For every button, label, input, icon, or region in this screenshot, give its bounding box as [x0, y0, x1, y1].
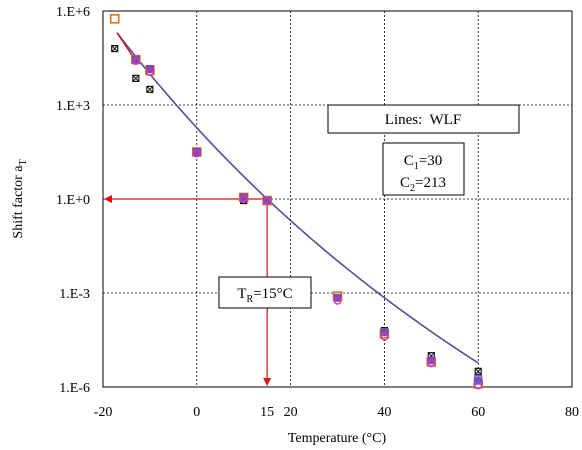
x-tick-label: 20 — [284, 405, 298, 420]
y-tick-label: 1.E+6 — [56, 5, 90, 20]
wlf-curve — [116, 32, 479, 364]
y-axis-title: Shift factor aT — [11, 159, 29, 238]
x-tick-label: 60 — [471, 405, 485, 420]
y-tick-label: 1.E+0 — [56, 193, 90, 208]
y-tick-label: 1.E-3 — [59, 287, 90, 302]
data-point-magenta — [333, 296, 342, 305]
data-point-magenta — [380, 332, 389, 341]
data-point-magenta — [192, 149, 201, 158]
x-tick-labels: -20 0 20 40 60 80 15 — [94, 405, 579, 420]
data-points — [109, 14, 484, 390]
y-tick-label: 1.E-6 — [59, 381, 90, 396]
x-tick-label: 0 — [193, 405, 200, 420]
reference-temperature-box: TR=15°C — [218, 276, 312, 309]
x-tick-label: -20 — [94, 405, 113, 420]
data-point-blue — [474, 375, 483, 384]
data-point-black — [146, 85, 154, 93]
data-point-black — [111, 44, 119, 53]
x-tick-label-reference: 15 — [260, 405, 274, 420]
data-point-magenta — [145, 68, 154, 77]
data-point-magenta — [239, 195, 248, 203]
data-point-black — [132, 74, 140, 82]
wlf-legend-label: Lines: WLF — [385, 112, 461, 128]
y-tick-label: 1.E+3 — [56, 99, 90, 114]
reference-arrow-down — [263, 378, 272, 386]
wlf-legend-box: Lines: WLF — [327, 104, 520, 134]
data-point-orange — [109, 14, 120, 24]
y-axis-title-sub: T — [18, 159, 29, 165]
data-point-magenta — [263, 196, 272, 205]
c2-label: C2=213 — [400, 175, 446, 194]
y-tick-labels: 1.E-6 1.E-3 1.E+0 1.E+3 1.E+6 — [56, 5, 90, 396]
tr-label: TR=15°C — [237, 286, 292, 305]
y-axis-title-main: Shift factor a — [11, 165, 26, 239]
x-tick-label: 80 — [565, 405, 579, 420]
data-point-magenta — [131, 57, 140, 66]
wlf-curve-line — [116, 32, 479, 364]
plot-frame — [102, 10, 573, 388]
reference-arrow-left — [104, 195, 112, 203]
data-point-magenta — [427, 359, 436, 368]
wlf-constants-box: C1=30 C2=213 — [382, 142, 465, 196]
x-tick-label: 40 — [377, 405, 391, 420]
data-point-purple — [380, 328, 389, 337]
data-point-black — [474, 367, 482, 375]
x-axis-title: Temperature (°C) — [288, 431, 387, 446]
c1-label: C1=30 — [404, 153, 442, 172]
